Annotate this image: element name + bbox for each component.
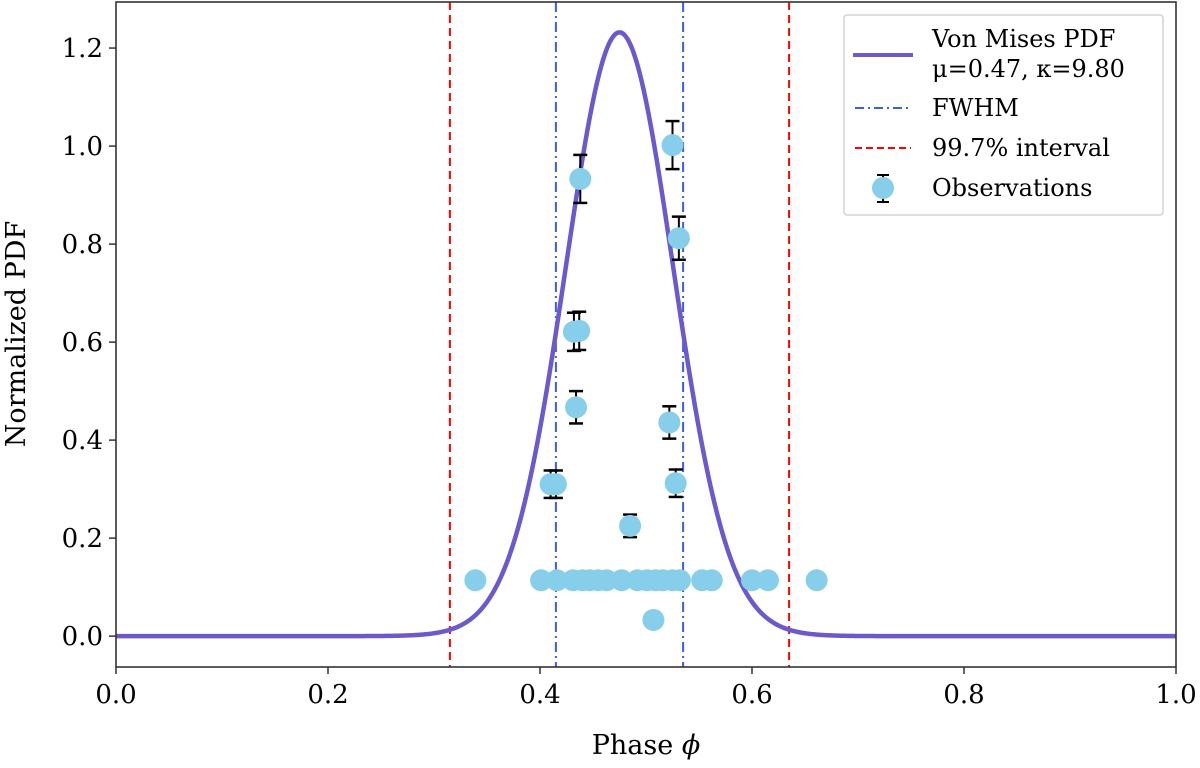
observation-point	[805, 569, 828, 592]
y-tick-label: 0.8	[62, 230, 103, 260]
legend-label-fwhm: FWHM	[932, 94, 1019, 122]
y-axis-label: Normalized PDF	[1, 221, 32, 447]
observation-point	[619, 514, 642, 537]
observation-point	[700, 569, 723, 592]
observation-point	[464, 569, 487, 592]
legend-label-curve: Von Mises PDF	[931, 25, 1115, 53]
observation-point	[565, 396, 588, 419]
y-tick-label: 0.6	[62, 328, 103, 358]
legend-marker-observations	[872, 177, 894, 199]
von-mises-curve	[116, 30, 1176, 639]
x-tick-label: 0.0	[95, 680, 136, 710]
y-tick-label: 0.2	[62, 524, 103, 554]
x-tick-label: 0.4	[519, 680, 560, 710]
legend-label-observations: Observations	[932, 174, 1092, 202]
observation-point	[756, 569, 779, 592]
observation-point	[569, 167, 592, 190]
legend-frame	[843, 14, 1164, 216]
observation-point	[668, 569, 691, 592]
observation-point	[667, 227, 690, 250]
y-tick-label: 1.0	[62, 132, 103, 162]
observation-point	[658, 411, 681, 434]
x-tick-label: 0.2	[307, 680, 348, 710]
observation-point	[741, 569, 763, 592]
observation-point	[610, 569, 633, 592]
observation-point	[544, 473, 567, 496]
observation-point	[642, 608, 665, 631]
y-tick-label: 0.4	[62, 426, 103, 456]
legend-label-interval: 99.7% interval	[932, 134, 1110, 162]
x-tick-label: 0.8	[943, 680, 984, 710]
legend: Von Mises PDF μ=0.47, κ=9.80 FWHM 99.7% …	[843, 14, 1164, 216]
legend-label-curve-params: μ=0.47, κ=9.80	[932, 55, 1125, 83]
plot-frame	[115, 1, 1177, 668]
observation-point	[664, 472, 687, 495]
observation-point	[545, 569, 568, 592]
x-tick-label: 1.0	[1155, 680, 1196, 710]
observation-point	[661, 134, 684, 157]
x-tick-label: 0.6	[731, 680, 772, 710]
y-tick-label: 0.0	[62, 622, 103, 652]
observation-point	[568, 319, 591, 342]
observation-point	[530, 569, 553, 592]
y-tick-label: 1.2	[62, 34, 103, 64]
x-axis-label: Phase ϕ	[592, 730, 700, 761]
